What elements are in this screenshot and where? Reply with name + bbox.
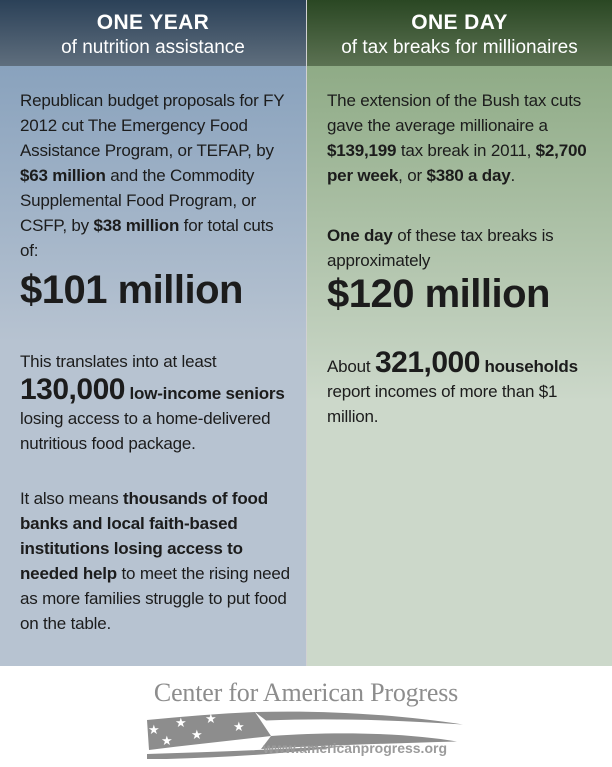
nutrition-header-title: ONE YEAR bbox=[96, 11, 210, 34]
nutrition-total-cuts-amount: $101 million bbox=[20, 268, 243, 312]
flag-stars: ★ ★ ★ ★ ★ ★ bbox=[148, 712, 245, 749]
nutrition-header: ONE YEAR of nutrition assistance bbox=[0, 0, 306, 66]
tax-breaks-column: ONE DAY of tax breaks for millionaires T… bbox=[306, 0, 612, 666]
millionaire-households-paragraph: About 321,000 households report incomes … bbox=[327, 346, 578, 426]
comparison-columns: ONE YEAR of nutrition assistance Republi… bbox=[0, 0, 612, 666]
star-icon: ★ bbox=[161, 734, 173, 749]
tax-breaks-header-subtitle: of tax breaks for millionaires bbox=[341, 37, 578, 58]
nutrition-intro-paragraph: Republican budget proposals for FY 2012 … bbox=[20, 91, 285, 260]
star-icon: ★ bbox=[191, 728, 203, 743]
food-banks-impact-paragraph: It also means thousands of food banks an… bbox=[20, 489, 290, 633]
tax-breaks-header-title: ONE DAY bbox=[411, 11, 508, 34]
star-icon: ★ bbox=[233, 720, 245, 735]
star-icon: ★ bbox=[148, 723, 160, 738]
star-icon: ★ bbox=[175, 716, 187, 731]
one-day-amount: $120 million bbox=[327, 272, 550, 316]
cap-website-url: www.americanprogress.org bbox=[263, 740, 447, 756]
flag-stripes bbox=[147, 711, 463, 759]
nutrition-header-subtitle: of nutrition assistance bbox=[61, 37, 245, 58]
nutrition-column: ONE YEAR of nutrition assistance Republi… bbox=[0, 0, 306, 666]
cap-logo-text: Center for American Progress bbox=[153, 678, 459, 707]
seniors-impact-paragraph: This translates into at least 130,000 lo… bbox=[20, 352, 285, 453]
cap-logo: Center for American Progress ★ ★ ★ ★ bbox=[145, 666, 467, 759]
tax-breaks-header: ONE DAY of tax breaks for millionaires bbox=[307, 0, 612, 66]
footer: Center for American Progress ★ ★ ★ ★ bbox=[0, 666, 612, 767]
one-day-paragraph: One day of these tax breaks is approxima… bbox=[327, 226, 554, 270]
star-icon: ★ bbox=[205, 712, 217, 727]
tax-breaks-body: The extension of the Bush tax cuts gave … bbox=[307, 66, 612, 666]
cap-flag-logo: ★ ★ ★ ★ ★ ★ bbox=[147, 711, 463, 759]
tax-breaks-intro-paragraph: The extension of the Bush tax cuts gave … bbox=[327, 91, 587, 185]
nutrition-body: Republican budget proposals for FY 2012 … bbox=[0, 66, 306, 666]
